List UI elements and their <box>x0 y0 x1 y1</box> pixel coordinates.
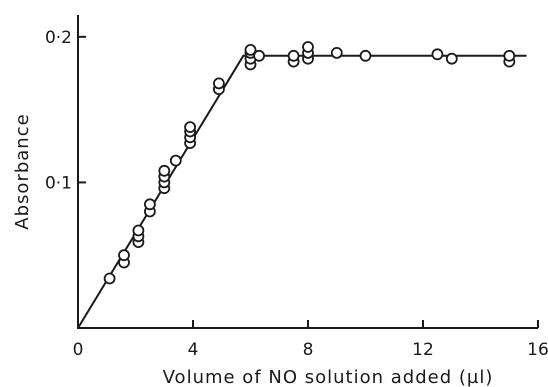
x-tick-label: 12 <box>412 340 434 360</box>
fit-line <box>77 54 527 329</box>
data-point <box>184 121 197 133</box>
x-axis-title: Volume of NO solution added (µl) <box>163 367 494 387</box>
data-points <box>103 41 516 285</box>
x-tick-label: 0 <box>73 340 84 360</box>
axis-labels: Volume of NO solution added (µl) Absorban… <box>12 113 494 387</box>
data-point <box>169 154 182 167</box>
data-point <box>244 44 257 56</box>
x-tick-label: 8 <box>303 340 314 360</box>
data-point <box>132 224 145 237</box>
y-axis-title: Absorbance <box>12 113 33 229</box>
data-point <box>302 41 314 53</box>
data-point <box>253 49 266 62</box>
x-tick-label: 16 <box>527 340 548 360</box>
data-point <box>445 52 458 65</box>
data-point <box>431 48 444 61</box>
data-point <box>503 49 516 62</box>
data-point <box>118 249 130 262</box>
x-tick-label: 4 <box>188 340 199 360</box>
data-point <box>158 164 171 177</box>
data-point <box>212 77 225 90</box>
data-point <box>103 272 116 285</box>
data-point <box>330 47 343 59</box>
fit-line-group <box>77 54 527 329</box>
data-point <box>143 198 156 211</box>
y-tick-label: 0·1 <box>45 173 72 193</box>
data-point <box>359 49 372 62</box>
y-tick-label: 0·2 <box>45 28 72 48</box>
data-point <box>287 49 300 62</box>
